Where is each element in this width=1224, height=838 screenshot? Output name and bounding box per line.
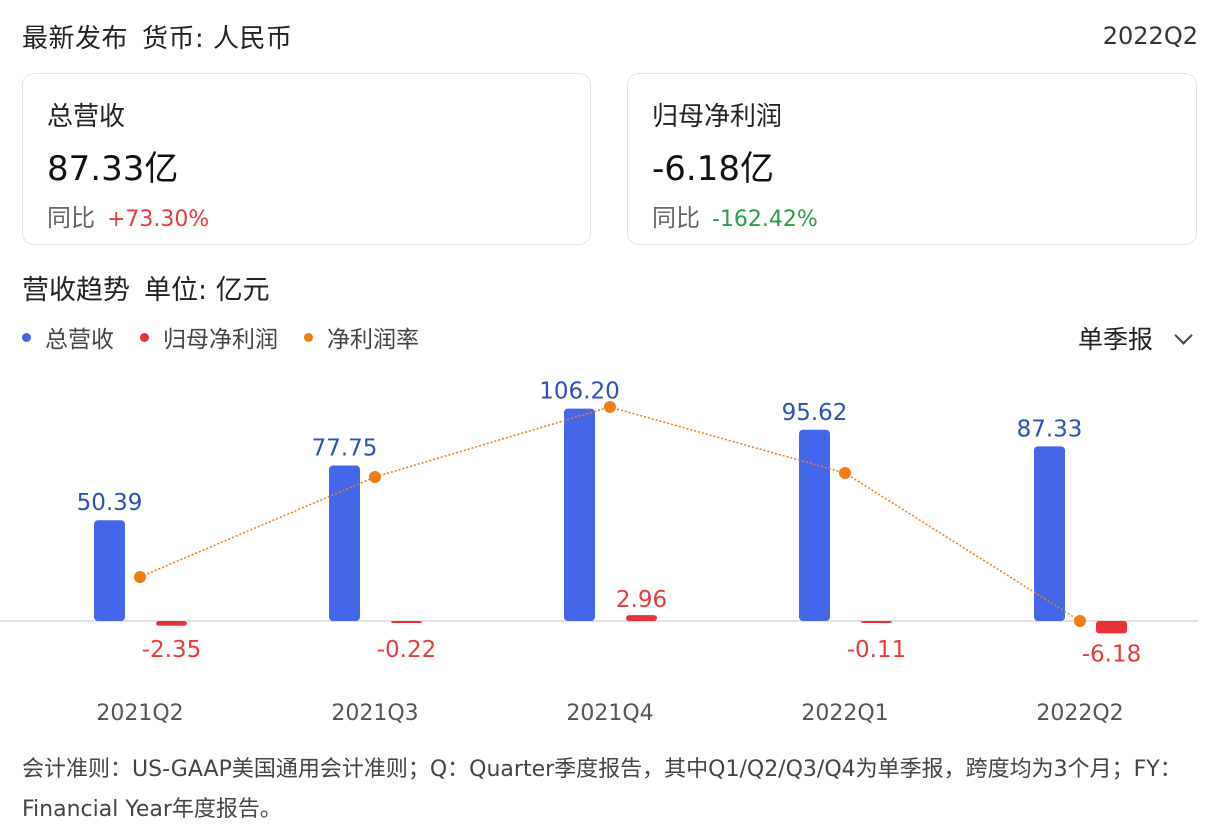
net-profit-data-label: -6.18: [1082, 641, 1142, 667]
net-profit-yoy-value: -162.42%: [712, 207, 818, 232]
x-axis-tick-label: 2021Q3: [331, 701, 418, 726]
x-axis-tick-label: 2021Q4: [566, 701, 653, 726]
chevron-down-icon[interactable]: [1174, 325, 1193, 345]
legend-item-net-margin[interactable]: 净利润率: [304, 320, 419, 354]
trend-title: 营收趋势 单位: 亿元: [22, 268, 284, 307]
revenue-trend-chart: 50.39 -2.35 2021Q2 77.75 -0.22 2021Q3 106.20 2.…: [0, 379, 1198, 726]
net-profit-card-label: 归母净利润: [652, 102, 783, 132]
revenue-bar: [1034, 446, 1065, 621]
trend-title-text: 营收趋势: [22, 275, 130, 306]
legend-item-revenue[interactable]: 总营收: [22, 320, 114, 354]
net-margin-point: [604, 401, 616, 413]
net-profit-bar: [1096, 621, 1127, 634]
revenue-data-label: 50.39: [77, 490, 143, 516]
legend-dot-net-profit: [140, 332, 149, 342]
release-label: 最新发布: [22, 24, 129, 54]
net-margin-point: [839, 467, 851, 479]
chart-legend: 总营收 归母净利润 净利润率: [22, 320, 445, 354]
legend-label-revenue: 总营收: [45, 327, 114, 353]
net-profit-data-label: -2.35: [142, 637, 202, 663]
revenue-bar: [329, 465, 360, 621]
revenue-card-label: 总营收: [47, 102, 126, 132]
net-profit-yoy-label: 同比: [652, 204, 700, 232]
net-profit-bar: [626, 615, 657, 621]
period-select-dropdown[interactable]: 单季报: [1077, 320, 1193, 356]
currency-label: 货币: 人民币: [142, 24, 293, 54]
revenue-data-label: 77.75: [312, 436, 378, 462]
net-profit-yoy: 同比 -162.42%: [652, 198, 1172, 233]
x-axis-tick-label: 2022Q2: [1036, 701, 1123, 726]
net-profit-data-label: -0.22: [377, 637, 437, 663]
net-profit-bar: [861, 621, 892, 623]
legend-label-net-margin: 净利润率: [327, 327, 419, 353]
revenue-yoy: 同比 +73.30%: [47, 198, 566, 233]
period-select-label: 单季报: [1077, 325, 1153, 354]
net-margin-point: [134, 571, 146, 583]
net-profit-card-value: -6.18亿: [652, 149, 774, 189]
legend-dot-net-margin: [304, 332, 313, 342]
revenue-card-value: 87.33亿: [47, 149, 179, 189]
revenue-bar: [799, 429, 830, 621]
net-margin-point: [1074, 615, 1086, 627]
revenue-yoy-label: 同比: [47, 204, 95, 232]
legend-dot-revenue: [22, 332, 31, 342]
revenue-bar: [94, 520, 125, 621]
net-profit-data-label: -0.11: [847, 637, 907, 663]
net-profit-data-label: 2.96: [616, 587, 667, 613]
x-axis-tick-label: 2022Q1: [801, 701, 888, 726]
accounting-footnote: 会计准则：US-GAAP美国通用会计准则；Q：Quarter季度报告，其中Q1/…: [22, 757, 1182, 822]
revenue-card[interactable]: 总营收 87.33亿 同比 +73.30%: [22, 73, 591, 245]
x-axis-tick-label: 2021Q2: [96, 701, 183, 726]
revenue-bar: [564, 408, 595, 621]
header-title: 最新发布 货币: 人民币: [22, 18, 307, 55]
trend-unit: 单位: 亿元: [144, 275, 270, 306]
net-margin-point: [369, 471, 381, 483]
revenue-data-label: 87.33: [1017, 416, 1083, 442]
revenue-data-label: 95.62: [782, 400, 848, 426]
net-profit-bar: [391, 621, 422, 623]
legend-label-net-profit: 归母净利润: [163, 327, 278, 353]
header-period: 2022Q2: [1102, 22, 1198, 50]
net-margin-line: [139, 406, 1081, 622]
revenue-yoy-value: +73.30%: [107, 207, 210, 232]
legend-item-net-profit[interactable]: 归母净利润: [140, 320, 278, 354]
revenue-data-label: 106.20: [539, 379, 619, 405]
net-profit-bar: [156, 621, 187, 626]
net-profit-card[interactable]: 归母净利润 -6.18亿 同比 -162.42%: [627, 73, 1197, 245]
